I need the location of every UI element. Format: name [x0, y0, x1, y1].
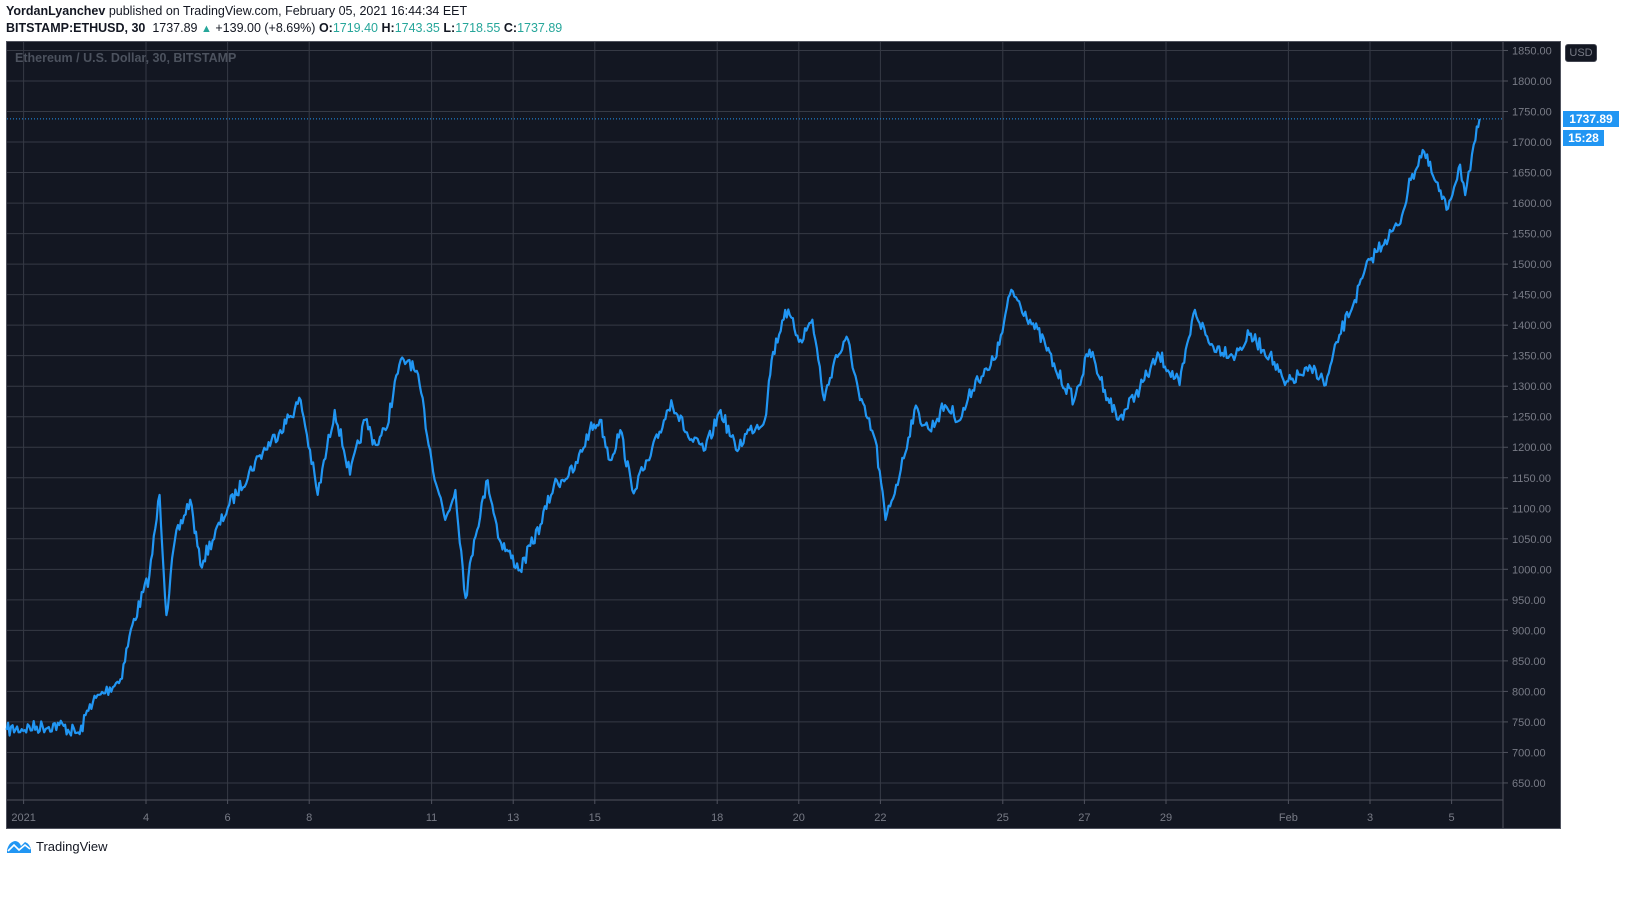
currency-button[interactable]: USD [1565, 44, 1597, 62]
bar-countdown-label: 15:28 [1563, 130, 1604, 146]
time-tick-label: 5 [1449, 812, 1455, 824]
low-label: L: [443, 21, 456, 35]
price-tick-label: 1700.00 [1512, 137, 1552, 149]
close-value: 1737.89 [517, 21, 563, 35]
time-tick-label: 27 [1078, 812, 1090, 824]
open-value: 1719.40 [332, 21, 379, 35]
time-tick-label: Feb [1279, 812, 1298, 824]
symbol-info: BITSTAMP:ETHUSD, 30 1737.89 ▲ +139.00 (+… [6, 21, 562, 35]
price-tick-label: 1200.00 [1512, 442, 1552, 454]
time-tick-label: 3 [1367, 812, 1373, 824]
footer-brand[interactable]: TradingView [6, 838, 108, 854]
price-tick-label: 1000.00 [1512, 564, 1552, 576]
price-tick-label: 900.00 [1512, 625, 1546, 637]
price-tick-label: 1600.00 [1512, 198, 1552, 210]
chart-legend: Ethereum / U.S. Dollar, 30, BITSTAMP [15, 51, 237, 65]
price-tick-label: 1500.00 [1512, 259, 1552, 271]
brand-name: TradingView [36, 838, 108, 854]
time-tick-label: 15 [589, 812, 601, 824]
published-text: published on TradingView.com, February 0… [108, 4, 468, 18]
price-tick-label: 850.00 [1512, 656, 1546, 668]
triangle-up-icon: ▲ [201, 23, 212, 35]
last-price: 1737.89 [152, 21, 198, 35]
tradingview-logo-icon [7, 841, 31, 853]
open-label: O: [318, 21, 333, 35]
time-tick-label: 13 [507, 812, 519, 824]
low-value: 1718.55 [455, 21, 501, 35]
price-change: +139.00 (+8.69%) [215, 21, 316, 35]
close-label: C: [503, 21, 518, 35]
price-tick-label: 1400.00 [1512, 320, 1552, 332]
price-tick-label: 1100.00 [1512, 503, 1551, 515]
last-price-label: 1737.89 [1563, 111, 1619, 127]
price-tick-label: 1650.00 [1512, 168, 1552, 180]
price-tick-label: 1450.00 [1512, 290, 1552, 302]
time-tick-label: 11 [426, 812, 437, 824]
price-tick-label: 950.00 [1512, 595, 1546, 607]
time-tick-label: 22 [874, 812, 886, 824]
price-tick-label: 700.00 [1512, 747, 1546, 759]
price-tick-label: 1550.00 [1512, 229, 1552, 241]
price-tick-label: 1850.00 [1512, 45, 1552, 57]
publish-info: YordanLyanchev published on TradingView.… [6, 4, 467, 18]
price-tick-label: 1350.00 [1512, 351, 1552, 363]
price-tick-label: 1750.00 [1512, 107, 1552, 119]
time-tick-label: 6 [225, 812, 231, 824]
price-tick-label: 750.00 [1512, 717, 1546, 729]
time-tick-label: 20 [793, 812, 805, 824]
price-tick-label: 1150.00 [1512, 473, 1551, 485]
high-value: 1743.35 [394, 21, 440, 35]
time-tick-label: 18 [711, 812, 723, 824]
time-tick-label: 25 [997, 812, 1009, 824]
price-tick-label: 1300.00 [1512, 381, 1552, 393]
time-tick-label: 2021 [11, 812, 35, 824]
time-tick-label: 4 [143, 812, 149, 824]
price-tick-label: 1050.00 [1512, 534, 1552, 546]
price-tick-label: 1250.00 [1512, 412, 1552, 424]
symbol-label: BITSTAMP:ETHUSD, 30 [6, 21, 146, 35]
price-line [5, 118, 1481, 737]
high-label: H: [381, 21, 395, 35]
time-tick-label: 8 [306, 812, 312, 824]
time-tick-label: 29 [1160, 812, 1172, 824]
price-tick-label: 800.00 [1512, 686, 1546, 698]
price-tick-label: 1800.00 [1512, 76, 1552, 88]
price-tick-label: 650.00 [1512, 778, 1546, 790]
author-link[interactable]: YordanLyanchev [6, 4, 106, 18]
